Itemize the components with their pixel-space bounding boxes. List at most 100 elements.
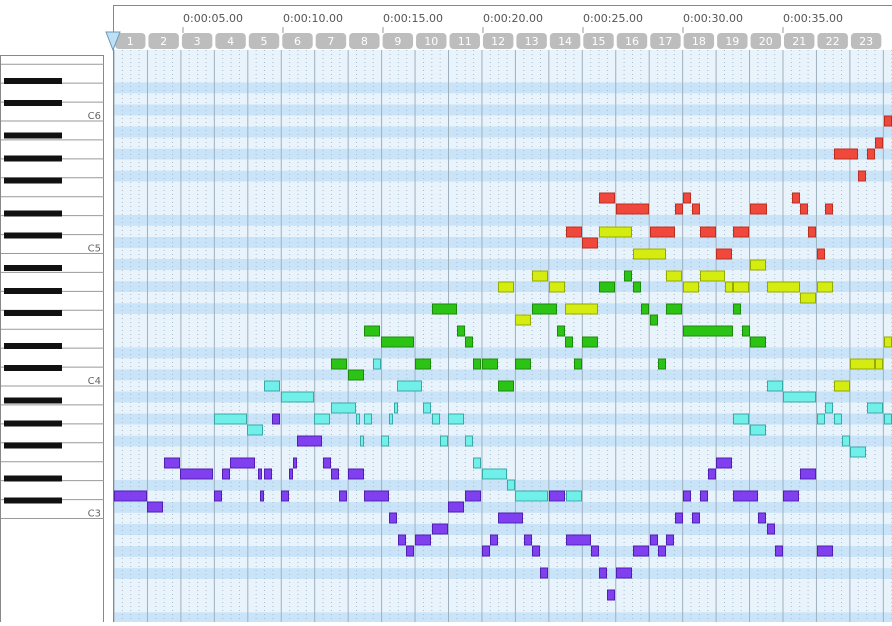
measure-tab[interactable] [349,33,380,49]
note[interactable] [792,192,800,204]
note[interactable] [675,512,683,524]
note[interactable] [808,226,816,238]
note[interactable] [364,325,380,337]
note[interactable] [432,523,448,535]
note[interactable] [582,336,598,348]
note[interactable] [448,501,464,513]
black-key[interactable] [4,343,62,349]
note[interactable] [842,435,850,447]
note[interactable] [272,413,280,425]
note[interactable] [415,534,431,546]
measure-tab[interactable] [850,33,882,49]
note[interactable] [599,281,615,293]
note[interactable] [348,369,364,381]
note[interactable] [884,413,892,425]
note[interactable] [666,534,674,546]
note[interactable] [767,281,800,293]
note[interactable] [884,115,892,127]
note[interactable] [666,270,682,282]
black-key[interactable] [4,288,62,294]
note[interactable] [566,534,591,546]
note[interactable] [398,534,406,546]
note[interactable] [247,424,263,436]
note[interactable] [373,358,381,370]
note[interactable] [465,490,481,502]
note[interactable] [364,413,372,425]
measure-tab[interactable] [750,33,781,49]
note[interactable] [356,413,360,425]
note[interactable] [616,203,649,215]
note[interactable] [230,457,255,469]
note[interactable] [650,226,675,238]
note[interactable] [733,226,749,238]
note[interactable] [875,358,883,370]
note[interactable] [666,303,682,315]
note[interactable] [164,457,180,469]
note[interactable] [834,148,858,160]
note[interactable] [281,391,314,403]
note[interactable] [532,270,548,282]
measure-tab[interactable] [549,33,581,49]
note[interactable] [708,468,716,480]
measure-tab[interactable] [215,33,246,49]
note[interactable] [633,248,666,260]
note[interactable] [683,325,733,337]
note[interactable] [457,325,465,337]
black-key[interactable] [4,78,62,84]
note[interactable] [817,248,825,260]
note[interactable] [767,523,775,535]
playhead[interactable] [105,31,121,52]
note[interactable] [448,413,464,425]
black-key[interactable] [4,420,62,427]
note[interactable] [549,490,565,502]
note[interactable] [692,512,700,524]
note[interactable] [825,203,833,215]
measure-tab[interactable] [482,33,514,49]
note[interactable] [482,358,498,370]
note[interactable] [624,270,632,282]
note[interactable] [565,336,573,348]
note[interactable] [716,248,732,260]
measure-tab[interactable] [115,33,146,49]
note[interactable] [498,512,523,524]
measure-tab[interactable] [315,33,347,49]
note[interactable] [858,170,866,182]
note[interactable] [258,468,262,480]
note[interactable] [750,424,766,436]
note[interactable] [582,237,598,249]
note[interactable] [394,402,398,414]
note[interactable] [825,402,833,414]
note[interactable] [465,336,473,348]
note[interactable] [389,413,393,425]
measure-tab[interactable] [650,33,681,49]
note[interactable] [750,336,766,348]
measure-tab[interactable] [382,33,414,49]
note[interactable] [783,490,799,502]
note[interactable] [758,512,766,524]
note[interactable] [875,137,883,149]
black-key[interactable] [4,365,62,371]
note[interactable] [607,589,615,601]
note[interactable] [180,468,213,480]
note[interactable] [557,325,565,337]
note[interactable] [867,148,875,160]
note[interactable] [566,490,582,502]
note[interactable] [114,490,147,502]
note[interactable] [683,281,699,293]
note[interactable] [884,336,892,348]
measure-tab[interactable] [616,33,648,49]
note[interactable] [775,545,783,557]
note[interactable] [490,534,498,546]
measure-tab[interactable] [516,33,547,49]
note[interactable] [473,457,481,469]
note[interactable] [700,226,716,238]
measure-tab[interactable] [248,33,280,49]
note[interactable] [834,380,850,392]
note[interactable] [482,545,490,557]
black-key[interactable] [4,310,62,316]
note[interactable] [700,270,725,282]
note[interactable] [214,490,222,502]
note[interactable] [260,490,264,502]
black-key[interactable] [4,475,62,482]
black-key[interactable] [4,397,62,404]
